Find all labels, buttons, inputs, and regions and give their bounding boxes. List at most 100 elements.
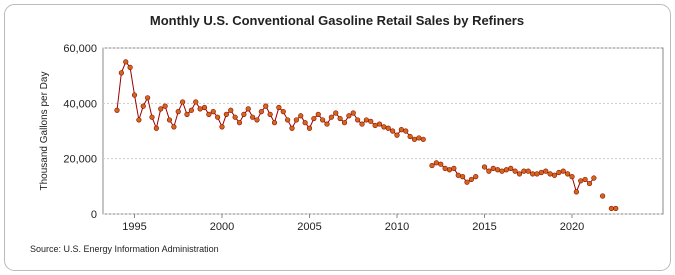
data-point <box>346 113 352 119</box>
data-point <box>468 176 474 183</box>
data-point <box>486 168 492 174</box>
data-point <box>403 128 409 134</box>
data-point <box>368 118 374 124</box>
data-point <box>538 169 544 176</box>
x-tick-label: 2005 <box>297 221 321 233</box>
data-point <box>481 164 488 170</box>
data-point <box>324 121 330 127</box>
data-point <box>411 136 418 142</box>
data-point <box>499 168 505 174</box>
data-point <box>197 106 203 112</box>
data-point <box>433 160 439 166</box>
data-point <box>210 109 216 115</box>
data-point <box>219 124 225 130</box>
data-point <box>145 95 151 101</box>
data-point <box>442 165 448 171</box>
data-point <box>495 167 501 173</box>
x-tick-label: 2010 <box>385 221 409 233</box>
data-point <box>298 113 304 119</box>
data-point <box>263 103 269 109</box>
data-point <box>381 124 387 130</box>
data-point <box>490 165 496 171</box>
y-tick-label: 40,000 <box>63 98 97 110</box>
data-point <box>131 92 138 98</box>
data-point <box>188 107 194 113</box>
data-point <box>136 117 142 123</box>
data-point <box>390 128 396 134</box>
data-point <box>556 169 562 176</box>
x-tick-label: 2015 <box>472 221 496 233</box>
data-point <box>613 205 619 212</box>
y-tick-label: 0 <box>91 209 97 221</box>
data-point <box>586 180 593 187</box>
data-point <box>215 114 221 120</box>
data-point <box>258 109 264 115</box>
data-point <box>464 179 470 185</box>
x-tick-label: 2000 <box>210 221 234 233</box>
data-point <box>293 117 299 123</box>
data-point <box>315 111 321 117</box>
data-point <box>153 125 159 131</box>
data-point <box>302 120 308 126</box>
data-point <box>608 205 614 212</box>
data-point <box>525 168 531 174</box>
data-point <box>565 171 571 177</box>
data-point <box>521 168 527 174</box>
y-tick-label: 20,000 <box>63 154 97 166</box>
data-point <box>232 114 238 120</box>
data-point <box>201 104 208 111</box>
data-point <box>180 99 186 105</box>
data-point <box>438 161 444 167</box>
data-point <box>355 117 361 123</box>
data-point <box>394 132 400 138</box>
data-point <box>140 103 146 109</box>
data-point <box>534 171 540 177</box>
data-point <box>407 133 413 140</box>
chart-title: Monthly U.S. Conventional Gasoline Retai… <box>150 13 524 28</box>
data-point <box>311 115 317 122</box>
data-point <box>350 110 356 116</box>
data-point <box>372 122 378 129</box>
data-point <box>162 103 168 109</box>
data-point <box>306 125 313 131</box>
data-point <box>473 174 479 180</box>
data-point <box>289 125 295 131</box>
data-point <box>341 120 348 126</box>
data-point <box>254 117 260 123</box>
y-axis-label: Thousand Gallons per Day <box>39 72 50 191</box>
data-point <box>267 111 273 117</box>
data-point <box>376 121 383 127</box>
data-point <box>508 165 514 171</box>
data-point <box>460 174 466 180</box>
data-point <box>276 104 282 111</box>
data-point <box>455 172 461 178</box>
data-point <box>363 117 369 123</box>
data-point <box>193 99 199 105</box>
data-point <box>359 121 365 127</box>
data-point <box>245 106 251 112</box>
data-point <box>271 120 278 126</box>
data-point <box>223 111 229 117</box>
data-point <box>333 110 339 116</box>
data-point <box>578 178 584 184</box>
data-point <box>420 136 426 142</box>
x-tick-label: 1995 <box>122 221 146 233</box>
data-point <box>591 175 597 181</box>
data-point <box>175 109 181 115</box>
data-point <box>149 114 155 120</box>
data-point <box>114 107 120 113</box>
data-point <box>600 193 606 199</box>
data-point <box>551 172 558 178</box>
data-point <box>184 111 190 117</box>
data-point <box>560 168 566 174</box>
data-point <box>171 124 177 130</box>
data-point <box>250 114 256 120</box>
data-point <box>429 162 435 169</box>
data-point <box>547 171 553 177</box>
data-point <box>503 167 509 173</box>
source-note: Source: U.S. Energy Information Administ… <box>30 244 219 254</box>
data-point <box>228 107 234 113</box>
data-point <box>236 120 243 126</box>
data-point <box>582 176 588 183</box>
